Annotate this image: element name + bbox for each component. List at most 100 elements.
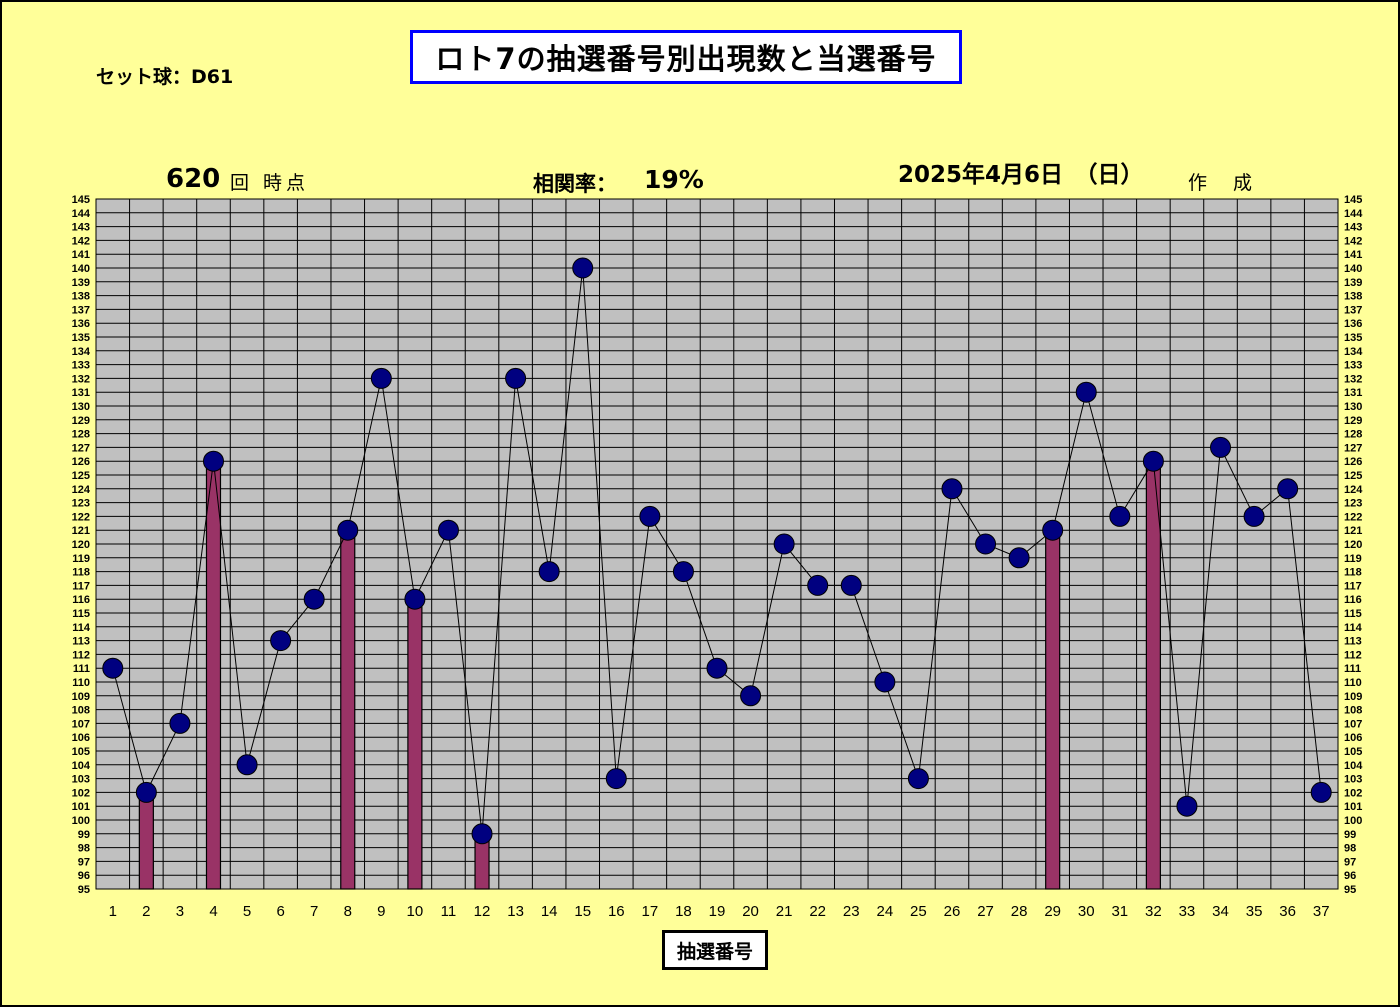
y-tick-label-right: 115 xyxy=(1344,608,1362,620)
y-tick-label-right: 102 xyxy=(1344,787,1362,799)
y-tick-label-right: 110 xyxy=(1344,677,1362,689)
y-tick-label-right: 97 xyxy=(1344,856,1356,868)
y-tick-label-right: 105 xyxy=(1344,746,1362,758)
y-tick-label-left: 121 xyxy=(72,525,90,537)
data-point xyxy=(706,657,728,679)
x-tick-label: 32 xyxy=(1145,903,1162,920)
data-point xyxy=(538,561,560,583)
y-tick-label-right: 131 xyxy=(1344,387,1362,399)
data-point xyxy=(874,671,896,693)
y-tick-label-right: 104 xyxy=(1344,760,1363,772)
data-point xyxy=(639,505,661,527)
y-tick-label-left: 107 xyxy=(72,718,90,730)
data-point xyxy=(605,768,627,790)
y-tick-label-left: 128 xyxy=(72,429,90,441)
y-tick-label-right: 126 xyxy=(1344,456,1362,468)
winning-bar xyxy=(340,529,356,890)
x-tick-label: 5 xyxy=(243,903,251,920)
y-tick-label-right: 96 xyxy=(1344,870,1356,882)
set-ball-label: セット球：D61 xyxy=(96,66,234,88)
y-tick-label-left: 108 xyxy=(72,705,90,717)
x-tick-label: 12 xyxy=(474,903,491,920)
data-point xyxy=(370,367,392,389)
y-tick-label-left: 115 xyxy=(72,608,90,620)
y-tick-label-left: 127 xyxy=(72,442,90,454)
x-tick-label: 15 xyxy=(574,903,591,920)
data-point xyxy=(807,574,829,596)
y-tick-label-right: 117 xyxy=(1344,580,1362,592)
y-tick-label-left: 140 xyxy=(72,263,90,275)
y-tick-label-left: 145 xyxy=(72,194,90,206)
data-point xyxy=(1042,519,1064,541)
x-tick-label: 25 xyxy=(910,903,927,920)
winning-bar xyxy=(138,791,154,890)
x-tick-label: 10 xyxy=(407,903,424,920)
y-tick-label-right: 134 xyxy=(1344,346,1363,358)
x-tick-label: 16 xyxy=(608,903,625,920)
created-label: 作 成 xyxy=(1188,172,1263,194)
correlation-value: 19% xyxy=(644,165,704,194)
data-point xyxy=(437,519,459,541)
data-point xyxy=(1210,436,1232,458)
data-point xyxy=(1109,505,1131,527)
data-point xyxy=(202,450,224,472)
x-tick-label: 33 xyxy=(1179,903,1196,920)
y-tick-label-left: 135 xyxy=(72,332,90,344)
y-tick-label-right: 125 xyxy=(1344,470,1362,482)
created-date: 2025年4月6日 （日） xyxy=(898,162,1144,188)
data-point xyxy=(1176,795,1198,817)
y-tick-label-right: 136 xyxy=(1344,318,1362,330)
y-tick-label-left: 98 xyxy=(78,843,90,855)
y-tick-label-left: 136 xyxy=(72,318,90,330)
chart-title: ロト7の抽選番号別出現数と当選番号 xyxy=(410,30,962,84)
x-tick-label: 14 xyxy=(541,903,558,920)
x-tick-label: 37 xyxy=(1313,903,1330,920)
y-tick-label-right: 127 xyxy=(1344,442,1362,454)
y-tick-label-left: 110 xyxy=(72,677,90,689)
y-tick-label-right: 99 xyxy=(1344,829,1356,841)
y-tick-label-left: 96 xyxy=(78,870,90,882)
y-tick-label-right: 100 xyxy=(1344,815,1362,827)
data-point xyxy=(337,519,359,541)
y-tick-label-right: 145 xyxy=(1344,194,1362,206)
data-point xyxy=(1243,505,1265,527)
y-tick-label-left: 124 xyxy=(72,484,91,496)
data-point xyxy=(236,754,258,776)
y-tick-label-left: 129 xyxy=(72,415,90,427)
y-tick-label-right: 98 xyxy=(1344,843,1356,855)
y-tick-label-right: 123 xyxy=(1344,498,1362,510)
y-tick-label-right: 107 xyxy=(1344,718,1362,730)
data-point xyxy=(1142,450,1164,472)
data-point xyxy=(1277,478,1299,500)
y-tick-label-left: 139 xyxy=(72,277,90,289)
x-tick-label: 2 xyxy=(142,903,150,920)
y-tick-label-left: 122 xyxy=(72,511,90,523)
y-tick-label-left: 97 xyxy=(78,856,90,868)
y-tick-label-right: 113 xyxy=(1344,636,1362,648)
y-tick-label-right: 141 xyxy=(1344,249,1362,261)
y-tick-label-right: 137 xyxy=(1344,304,1362,316)
x-tick-label: 1 xyxy=(109,903,117,920)
data-point xyxy=(840,574,862,596)
winning-bar xyxy=(1045,529,1061,890)
y-tick-label-left: 134 xyxy=(72,346,91,358)
data-point xyxy=(270,630,292,652)
data-point xyxy=(773,533,795,555)
y-tick-label-right: 142 xyxy=(1344,235,1362,247)
data-point xyxy=(303,588,325,610)
winning-bar xyxy=(1145,460,1161,890)
y-tick-label-right: 139 xyxy=(1344,277,1362,289)
y-tick-label-left: 117 xyxy=(72,580,90,592)
y-tick-label-right: 108 xyxy=(1344,705,1362,717)
y-tick-label-right: 140 xyxy=(1344,263,1362,275)
y-tick-label-right: 132 xyxy=(1344,373,1362,385)
data-point xyxy=(1310,781,1332,803)
data-point xyxy=(471,823,493,845)
data-point xyxy=(169,712,191,734)
x-tick-label: 23 xyxy=(843,903,860,920)
y-tick-label-left: 130 xyxy=(72,401,90,413)
data-point xyxy=(505,367,527,389)
y-tick-label-left: 114 xyxy=(72,622,91,634)
data-point xyxy=(572,257,594,279)
y-tick-label-left: 132 xyxy=(72,373,90,385)
